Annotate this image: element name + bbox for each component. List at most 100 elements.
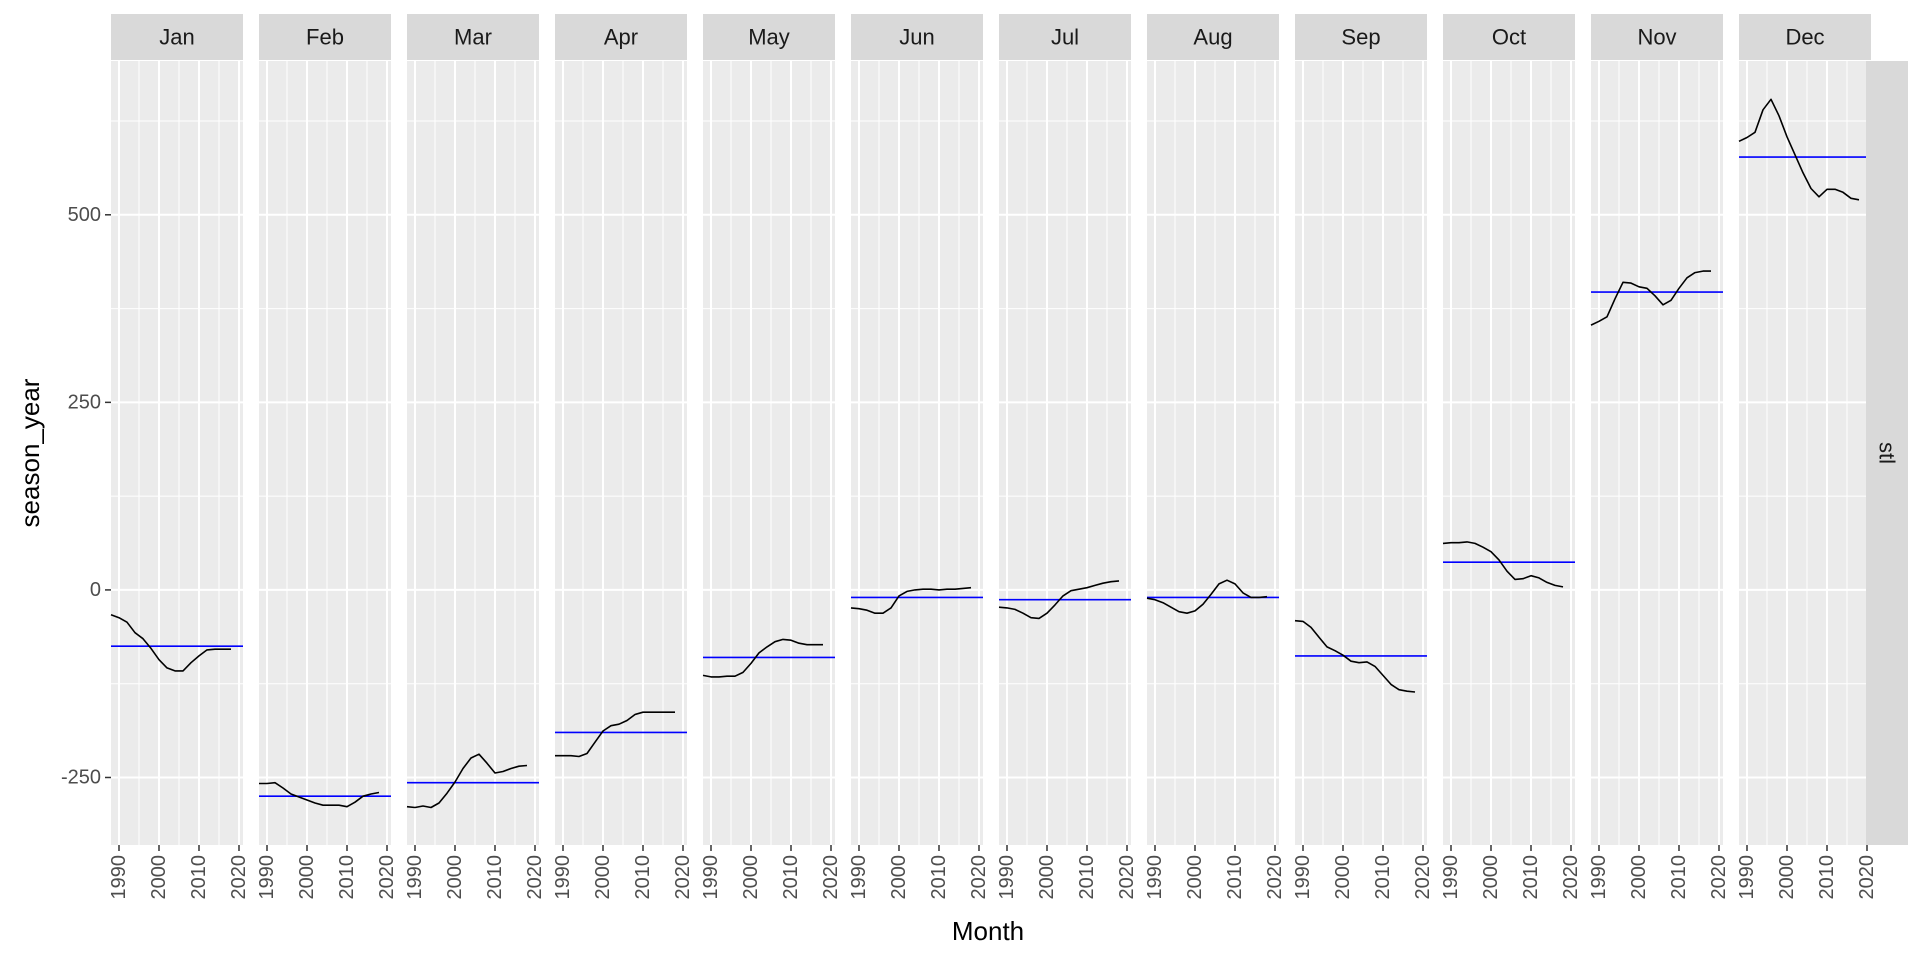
series-line <box>702 638 823 678</box>
series-line <box>998 580 1120 620</box>
facet-strip-label: Apr <box>604 25 638 50</box>
facet-strip-label: Jan <box>159 25 194 50</box>
x-tick-label: 2000 <box>1332 855 1354 900</box>
series-line <box>850 586 972 615</box>
series-line <box>555 711 675 758</box>
x-tick-label: 2020 <box>1412 855 1434 900</box>
x-tick-label: 1990 <box>108 855 130 900</box>
panel-background <box>703 61 835 845</box>
series-line <box>1146 579 1268 615</box>
x-tick-label: 2010 <box>928 855 950 900</box>
facet-strip <box>851 14 983 60</box>
x-tick-label: 2000 <box>296 855 318 900</box>
x-tick-label: 2020 <box>968 855 990 900</box>
panel-background <box>555 61 687 845</box>
facet-strip <box>111 14 243 60</box>
x-tick-label: 1990 <box>996 855 1018 900</box>
series-line <box>110 613 231 672</box>
facet-strip-label: Nov <box>1637 25 1676 50</box>
facet-strip-label: Aug <box>1193 25 1232 50</box>
facet-apr: Apr 1990 2000 2010 2020 <box>552 14 694 900</box>
x-tick-label: 2010 <box>1668 855 1690 900</box>
facet-row-label: stl <box>1875 442 1900 464</box>
x-tick-label: 1990 <box>552 855 574 900</box>
x-tick-label: 2020 <box>820 855 842 900</box>
facet-row-strip: stl <box>1866 61 1908 845</box>
facet-aug: Aug 1990 2000 2010 2020 <box>1144 14 1286 900</box>
y-tick-label: 500 <box>68 204 101 226</box>
panel-background <box>1295 61 1427 845</box>
x-tick-label: 1990 <box>1144 855 1166 900</box>
x-tick-label: 2010 <box>1816 855 1838 900</box>
x-tick-label: 2010 <box>780 855 802 900</box>
x-tick-label: 1990 <box>1440 855 1462 900</box>
facet-strip <box>1295 14 1427 60</box>
series-line <box>1442 541 1564 588</box>
x-tick-label: 2010 <box>188 855 210 900</box>
panel-background <box>259 61 391 845</box>
x-tick-label: 2020 <box>1856 855 1878 900</box>
panel-background <box>851 61 983 845</box>
facet-strip-label: May <box>748 25 790 50</box>
x-tick-label: 2010 <box>1076 855 1098 900</box>
facet-nov: Nov 1990 2000 2010 2020 <box>1588 14 1730 900</box>
x-tick-label: 1990 <box>700 855 722 900</box>
x-tick-label: 1990 <box>848 855 870 900</box>
facet-oct: Oct 1990 2000 2010 2020 <box>1440 14 1582 900</box>
facet-sep: Sep 1990 2000 2010 2020 <box>1292 14 1434 900</box>
panel-background <box>1443 61 1575 845</box>
panel-background <box>1591 61 1723 845</box>
panel-background <box>1147 61 1279 845</box>
facet-strip-label: Sep <box>1341 25 1380 50</box>
facet-panels: Jan 1990 2000 2010 2020 Feb 1990 2000 2010 2020 Ma… <box>108 14 1878 900</box>
x-tick-label: 1990 <box>1588 855 1610 900</box>
series-line <box>406 753 528 809</box>
facet-strip-label: Jul <box>1051 25 1079 50</box>
y-axis: -250 0 250 500 <box>61 204 111 788</box>
y-axis-title: season_year <box>15 378 45 527</box>
x-tick-label: 2010 <box>1520 855 1542 900</box>
x-tick-label: 2020 <box>376 855 398 900</box>
facet-strip-label: Mar <box>454 25 492 50</box>
x-tick-label: 2020 <box>1560 855 1582 900</box>
facet-may: May 1990 2000 2010 2020 <box>700 14 842 900</box>
facet-strip <box>1739 14 1871 60</box>
facet-strip <box>1443 14 1575 60</box>
facet-strip <box>407 14 539 60</box>
x-tick-label: 2010 <box>1224 855 1246 900</box>
series-line <box>1590 270 1711 326</box>
series-line <box>1294 619 1416 693</box>
panel-background <box>111 61 243 845</box>
x-axis-title: Month <box>952 916 1024 946</box>
x-tick-label: 2020 <box>1264 855 1286 900</box>
facet-strip-label: Oct <box>1492 25 1526 50</box>
y-tick-label: -250 <box>61 766 101 788</box>
x-tick-label: 2000 <box>444 855 466 900</box>
x-tick-label: 2020 <box>672 855 694 900</box>
facet-strip <box>703 14 835 60</box>
facet-strip <box>555 14 687 60</box>
x-tick-label: 2020 <box>1116 855 1138 900</box>
x-tick-label: 2010 <box>484 855 506 900</box>
series-line <box>1738 98 1860 201</box>
facet-jul: Jul 1990 2000 2010 2020 <box>996 14 1138 900</box>
facet-strip <box>259 14 391 60</box>
facet-dec: Dec 1990 2000 2010 2020 <box>1736 14 1878 900</box>
x-tick-label: 2000 <box>888 855 910 900</box>
facet-jun: Jun 1990 2000 2010 2020 <box>848 14 990 900</box>
x-tick-label: 1990 <box>404 855 426 900</box>
facet-mar: Mar 1990 2000 2010 2020 <box>404 14 546 900</box>
facet-strip-label: Feb <box>306 25 344 50</box>
panel-background <box>407 61 539 845</box>
x-tick-label: 2020 <box>1708 855 1730 900</box>
x-tick-label: 2000 <box>1480 855 1502 900</box>
y-tick-label: 0 <box>90 579 101 601</box>
x-tick-label: 2000 <box>1036 855 1058 900</box>
facet-strip <box>999 14 1131 60</box>
x-tick-label: 2010 <box>336 855 358 900</box>
facet-strip <box>1591 14 1723 60</box>
x-tick-label: 2000 <box>1184 855 1206 900</box>
panel-background <box>1739 61 1871 845</box>
series-line <box>259 781 380 808</box>
